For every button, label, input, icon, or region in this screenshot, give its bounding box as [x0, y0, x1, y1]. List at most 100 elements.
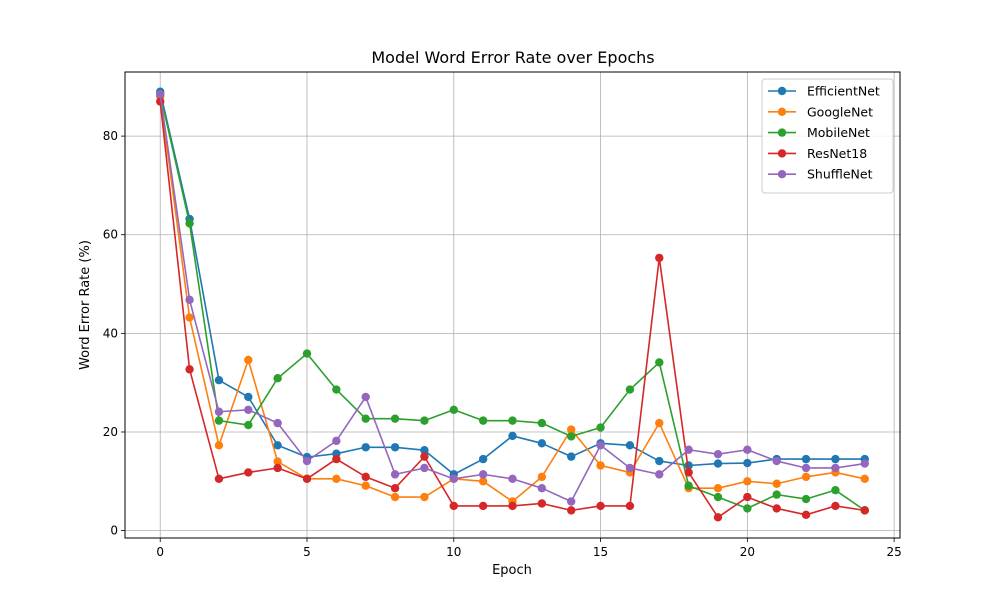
data-point — [273, 441, 282, 450]
x-tick-label: 10 — [446, 545, 461, 559]
data-point — [361, 392, 370, 402]
data-point — [655, 470, 664, 479]
data-point — [772, 479, 781, 488]
legend-marker — [777, 128, 787, 137]
data-point — [361, 472, 370, 482]
data-point — [596, 461, 605, 470]
data-point — [302, 456, 312, 466]
data-point — [684, 461, 693, 470]
y-axis-label: Word Error Rate (%) — [78, 240, 93, 370]
data-point — [361, 443, 370, 452]
data-point — [244, 355, 253, 365]
x-tick-label: 5 — [303, 545, 311, 559]
data-point — [684, 445, 693, 454]
data-point — [214, 407, 224, 416]
data-point — [567, 452, 576, 461]
data-point — [214, 416, 224, 425]
data-point — [860, 474, 869, 484]
data-point — [625, 463, 635, 473]
data-point — [361, 414, 370, 423]
data-point — [478, 416, 488, 425]
data-point — [713, 513, 723, 522]
plot-frame — [124, 71, 901, 539]
data-point — [831, 454, 840, 464]
data-point — [478, 477, 488, 486]
data-point — [713, 483, 723, 493]
data-point — [508, 474, 517, 484]
data-point — [684, 468, 693, 477]
data-point — [508, 416, 517, 425]
data-point — [537, 499, 547, 508]
series-shufflenet — [156, 89, 869, 506]
data-point — [478, 470, 488, 479]
data-point — [332, 436, 341, 446]
data-point — [537, 418, 547, 428]
data-point — [655, 456, 664, 466]
data-point — [831, 463, 840, 473]
x-tick-label: 25 — [886, 545, 901, 559]
data-point — [537, 483, 547, 493]
data-point — [449, 405, 458, 414]
data-point — [390, 483, 400, 493]
y-tick-label: 80 — [103, 129, 118, 143]
chart-title: Model Word Error Rate over Epochs — [371, 48, 654, 67]
data-point — [214, 376, 224, 385]
data-point — [713, 449, 723, 459]
data-point — [214, 441, 224, 450]
data-point — [537, 439, 547, 448]
data-point — [801, 472, 811, 482]
data-point — [332, 385, 341, 394]
legend-marker — [777, 86, 787, 96]
data-point — [860, 459, 869, 468]
y-tick-label: 40 — [103, 326, 118, 340]
data-point — [684, 481, 693, 490]
x-tick-label: 20 — [740, 545, 755, 559]
data-point — [596, 423, 605, 432]
data-point — [390, 443, 400, 452]
data-point — [772, 456, 781, 466]
data-point — [596, 501, 605, 511]
data-point — [185, 365, 194, 374]
legend-marker — [777, 149, 787, 158]
legend: EfficientNet GoogleNet MobileNet ResNet18 Sh… — [761, 78, 894, 194]
data-point — [772, 504, 781, 513]
y-tick-label: 60 — [103, 228, 118, 242]
data-point — [273, 463, 282, 473]
data-point — [244, 468, 253, 477]
data-point — [390, 470, 400, 479]
data-point — [567, 506, 576, 515]
data-point — [567, 432, 576, 441]
data-point — [244, 392, 253, 402]
data-point — [273, 374, 282, 383]
data-point — [449, 501, 458, 511]
data-point — [772, 490, 781, 499]
data-point — [743, 477, 752, 486]
data-point — [655, 253, 664, 263]
legend-label: MobileNet — [807, 125, 870, 140]
series-resnet18 — [156, 97, 869, 522]
y-tick-label: 20 — [103, 425, 118, 439]
data-point — [537, 472, 547, 482]
legend-box — [761, 78, 894, 194]
data-point — [302, 349, 312, 358]
data-point — [332, 454, 341, 464]
legend-label: ResNet18 — [807, 146, 867, 161]
data-point — [420, 452, 429, 461]
data-point — [185, 295, 194, 305]
data-point — [302, 474, 312, 484]
data-point — [655, 358, 664, 367]
data-point — [567, 425, 576, 434]
x-tick-label: 0 — [156, 545, 164, 559]
data-point — [831, 485, 840, 495]
data-point — [420, 492, 429, 502]
data-point — [214, 474, 224, 484]
data-point — [420, 416, 429, 425]
data-point — [244, 405, 253, 414]
data-point — [478, 454, 488, 464]
data-point — [625, 441, 635, 450]
data-point — [743, 492, 752, 502]
data-point — [567, 497, 576, 506]
legend-marker — [777, 107, 787, 117]
data-point — [273, 457, 282, 466]
series-efficientnet — [156, 87, 869, 479]
